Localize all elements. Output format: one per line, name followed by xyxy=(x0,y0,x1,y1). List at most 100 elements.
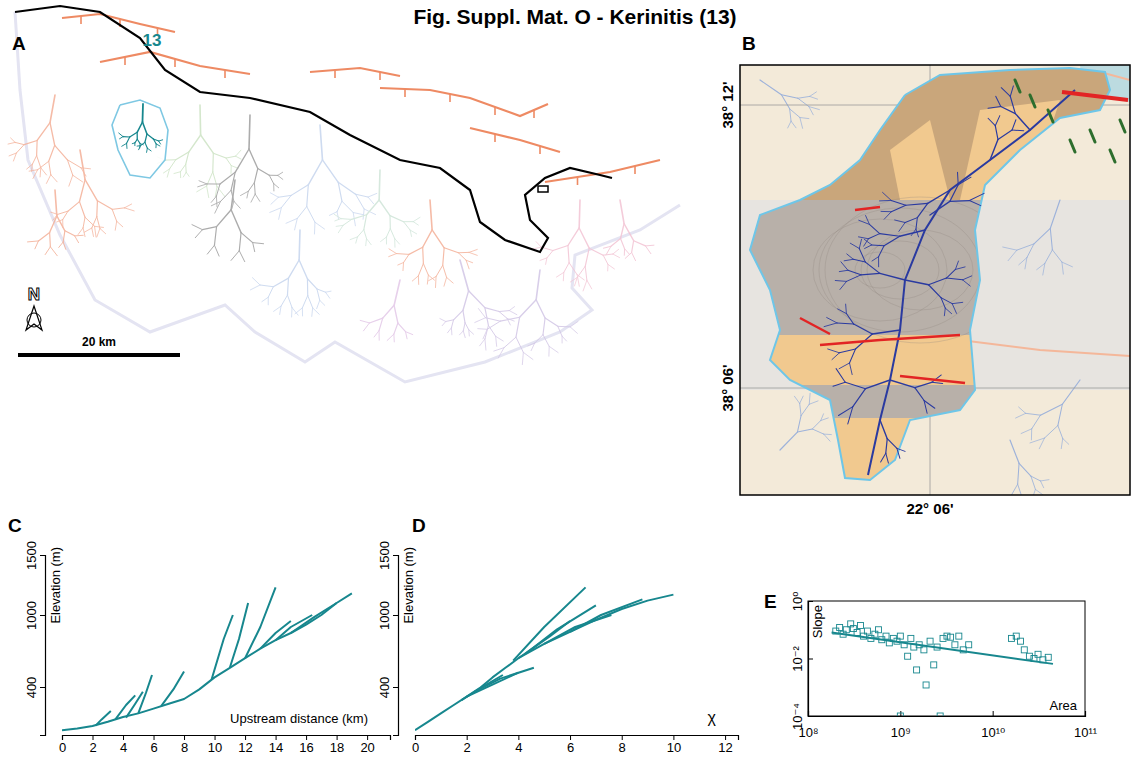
river xyxy=(579,228,589,248)
tick-label: 8 xyxy=(181,740,188,755)
river xyxy=(522,352,523,364)
fault-tick xyxy=(174,59,176,67)
river xyxy=(201,135,214,153)
tick-mark xyxy=(393,687,398,688)
river xyxy=(389,216,390,229)
river xyxy=(444,277,447,286)
basin-label: 13 xyxy=(143,31,162,50)
fault-tick xyxy=(577,177,579,185)
river xyxy=(821,418,829,421)
river xyxy=(317,289,320,300)
river xyxy=(847,254,854,259)
scale-bar-label: 20 km xyxy=(82,335,116,349)
river xyxy=(577,275,579,287)
river xyxy=(905,280,929,285)
fault xyxy=(100,52,250,74)
fault-tick xyxy=(404,89,406,97)
river xyxy=(1031,476,1036,489)
river xyxy=(63,231,65,242)
river xyxy=(864,239,869,246)
river xyxy=(374,331,379,337)
river xyxy=(92,228,94,236)
river xyxy=(509,307,514,311)
axis: 40010001500 xyxy=(24,541,46,735)
data-point xyxy=(952,642,958,648)
river xyxy=(447,277,454,283)
river xyxy=(163,169,169,173)
vegetation-mark xyxy=(1015,80,1020,92)
tick: 0 xyxy=(412,735,419,755)
river xyxy=(216,196,218,207)
river xyxy=(1010,484,1018,495)
river xyxy=(480,339,485,346)
river xyxy=(41,168,47,175)
river xyxy=(226,156,235,158)
river xyxy=(446,320,454,322)
tick-label: 400 xyxy=(24,677,39,699)
coastline xyxy=(15,6,612,252)
river xyxy=(273,184,274,191)
river xyxy=(801,404,809,415)
river xyxy=(570,327,577,333)
river xyxy=(430,200,432,230)
river xyxy=(37,123,50,141)
profile-line xyxy=(212,615,233,680)
river xyxy=(824,323,837,327)
fault-tick xyxy=(539,146,541,154)
river xyxy=(412,276,418,281)
river xyxy=(1015,114,1030,130)
river xyxy=(302,296,307,308)
river xyxy=(270,193,278,197)
river xyxy=(995,126,998,140)
river xyxy=(854,324,873,334)
river xyxy=(156,144,160,146)
river xyxy=(810,96,818,99)
river xyxy=(352,215,367,220)
river xyxy=(463,291,469,311)
river xyxy=(124,208,134,211)
river xyxy=(307,279,316,289)
river xyxy=(1017,244,1034,250)
river xyxy=(797,416,801,432)
river xyxy=(869,224,879,233)
river xyxy=(845,382,865,389)
river xyxy=(234,201,240,208)
river xyxy=(8,142,15,144)
river xyxy=(837,323,854,324)
river xyxy=(386,237,387,244)
vegetation-mark xyxy=(1030,95,1035,107)
tick-mark xyxy=(40,555,45,556)
data-point xyxy=(857,623,863,629)
contour xyxy=(855,252,905,288)
river xyxy=(364,230,367,239)
river xyxy=(278,172,283,175)
river xyxy=(390,229,394,239)
river xyxy=(844,259,853,261)
river xyxy=(50,216,57,233)
vegetation-mark xyxy=(1110,150,1115,162)
river xyxy=(883,192,892,200)
river xyxy=(68,202,79,211)
river xyxy=(509,311,517,315)
tick: 2 xyxy=(464,735,471,755)
river xyxy=(790,109,800,118)
river xyxy=(336,225,343,226)
river xyxy=(608,264,614,268)
river xyxy=(443,265,447,277)
river xyxy=(337,212,339,219)
river xyxy=(406,332,413,335)
river xyxy=(325,292,329,298)
river xyxy=(145,134,147,142)
river xyxy=(1018,484,1023,495)
river xyxy=(241,233,253,243)
geology-unit xyxy=(740,65,1130,200)
river xyxy=(50,247,57,256)
river xyxy=(350,237,357,240)
river xyxy=(96,201,98,217)
river xyxy=(585,248,589,266)
river xyxy=(78,228,83,235)
river xyxy=(558,326,570,328)
contour xyxy=(813,219,947,321)
river xyxy=(180,164,185,171)
river xyxy=(448,328,452,333)
